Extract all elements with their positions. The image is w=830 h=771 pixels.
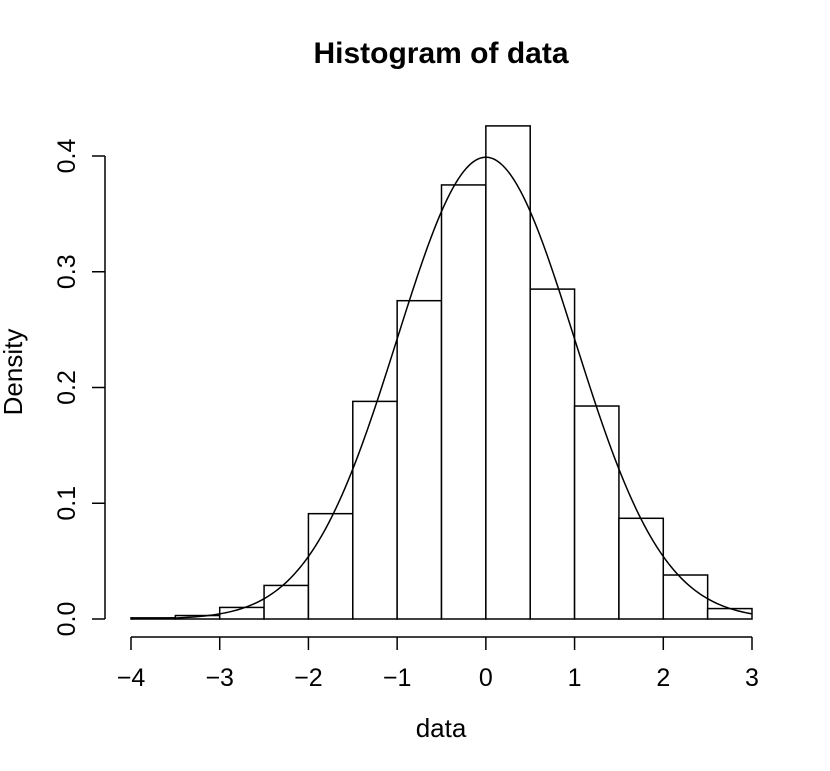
y-tick-label: 0.0	[53, 602, 81, 637]
histogram-bar-6	[396, 299, 443, 620]
histogram-bar-10	[573, 405, 620, 620]
y-tick-label: 0.4	[53, 139, 81, 174]
plot-area	[130, 125, 753, 620]
x-tick-label: 3	[745, 664, 759, 692]
x-tick-label: −1	[383, 664, 412, 692]
x-axis-label: data	[416, 713, 467, 743]
histogram-bars	[130, 125, 753, 620]
x-tick-label: 2	[656, 664, 670, 692]
x-tick-label: 0	[479, 664, 493, 692]
histogram-bar-9	[529, 288, 576, 620]
histogram-bar-11	[618, 517, 665, 620]
normal-density-curve	[130, 156, 753, 620]
histogram-bar-5	[352, 400, 398, 620]
y-axis-label: Density	[0, 329, 28, 416]
histogram-bar-8	[485, 125, 531, 620]
histogram-bar-13	[706, 607, 753, 620]
x-tick-label: −4	[117, 664, 146, 692]
histogram-bar-7	[440, 184, 487, 620]
y-tick-label: 0.2	[53, 370, 81, 405]
x-axis: −4 −3 −2 −1 0 1 2 3	[117, 636, 759, 692]
y-axis: 0.0 0.1 0.2 0.3 0.4	[53, 139, 106, 637]
chart-title: Histogram of data	[313, 37, 568, 70]
x-tick-label: −3	[205, 664, 234, 692]
histogram-bar-3	[263, 584, 310, 620]
histogram-bar-4	[307, 512, 354, 620]
y-tick-label: 0.1	[53, 486, 81, 521]
y-tick-label: 0.3	[53, 254, 81, 289]
x-tick-label: −2	[294, 664, 323, 692]
x-tick-label: 1	[568, 664, 582, 692]
